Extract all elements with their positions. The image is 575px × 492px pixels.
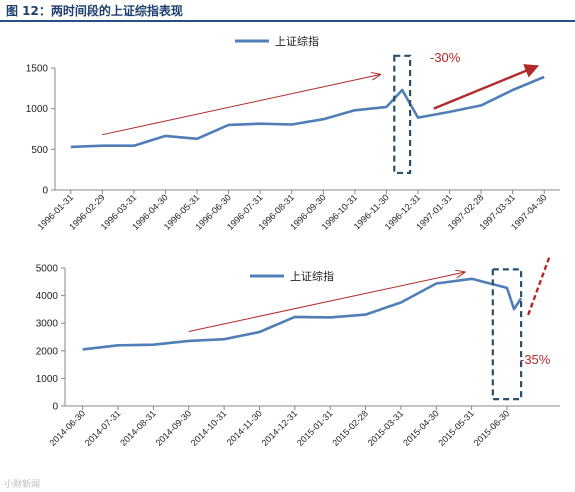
x-tick-label: 2014-12-31	[260, 408, 300, 448]
x-tick-label: 2014-10-31	[189, 408, 229, 448]
y-tick-label: 1000	[36, 374, 59, 385]
x-tick-label: 2014-09-30	[154, 408, 194, 448]
legend-label: 上证综指	[290, 269, 334, 283]
x-tick-label: 2014-11-30	[225, 408, 264, 447]
chart-top: 0500100015001996-01-311996-02-291996-03-…	[26, 34, 560, 232]
series-line	[82, 277, 523, 351]
y-tick-label: 4000	[36, 291, 59, 302]
chart-bottom: 0 1000 2000 3000 4000 5000 2014-06-302014-07-3…	[36, 256, 560, 448]
y-tick-label: 3000	[36, 319, 59, 330]
trend-arrow	[433, 64, 540, 110]
series-line	[70, 75, 545, 149]
drop-box	[491, 268, 523, 401]
x-tick-label: 2014-08-31	[118, 408, 158, 448]
y-tick-label: 0	[52, 402, 58, 413]
x-tick-label: 2015-04-30	[401, 408, 441, 448]
drop-annotation: -30%	[430, 50, 461, 65]
y-tick-label: 1500	[26, 64, 49, 75]
x-tick-label: 2015-01-31	[295, 408, 335, 448]
y-tick-label: 500	[31, 145, 48, 156]
x-tick-label: 2014-06-30	[47, 408, 87, 448]
y-tick-label: 1000	[26, 104, 49, 115]
y-tick-label: 0	[42, 186, 48, 197]
x-tick-label: 2015-02-28	[330, 408, 370, 448]
figure-title: 图 12：两时间段的上证综指表现	[6, 4, 183, 18]
x-tick-label: 2015-06-30	[472, 408, 512, 448]
drop-box	[393, 54, 412, 175]
x-tick-label: 2014-07-31	[83, 408, 123, 448]
trend-arrow	[188, 272, 465, 332]
x-tick-label: 2015-05-31	[436, 408, 476, 448]
trend-arrow	[527, 256, 552, 316]
drop-annotation: -35%	[520, 352, 551, 367]
title-rule	[0, 20, 575, 22]
legend-label: 上证综指	[275, 34, 319, 48]
x-tick-label: 2015-03-31	[366, 408, 406, 448]
y-tick-label: 2000	[36, 346, 59, 357]
trend-arrow	[102, 75, 380, 136]
y-tick-label: 5000	[36, 264, 59, 275]
watermark: 小财新闻	[4, 480, 41, 490]
